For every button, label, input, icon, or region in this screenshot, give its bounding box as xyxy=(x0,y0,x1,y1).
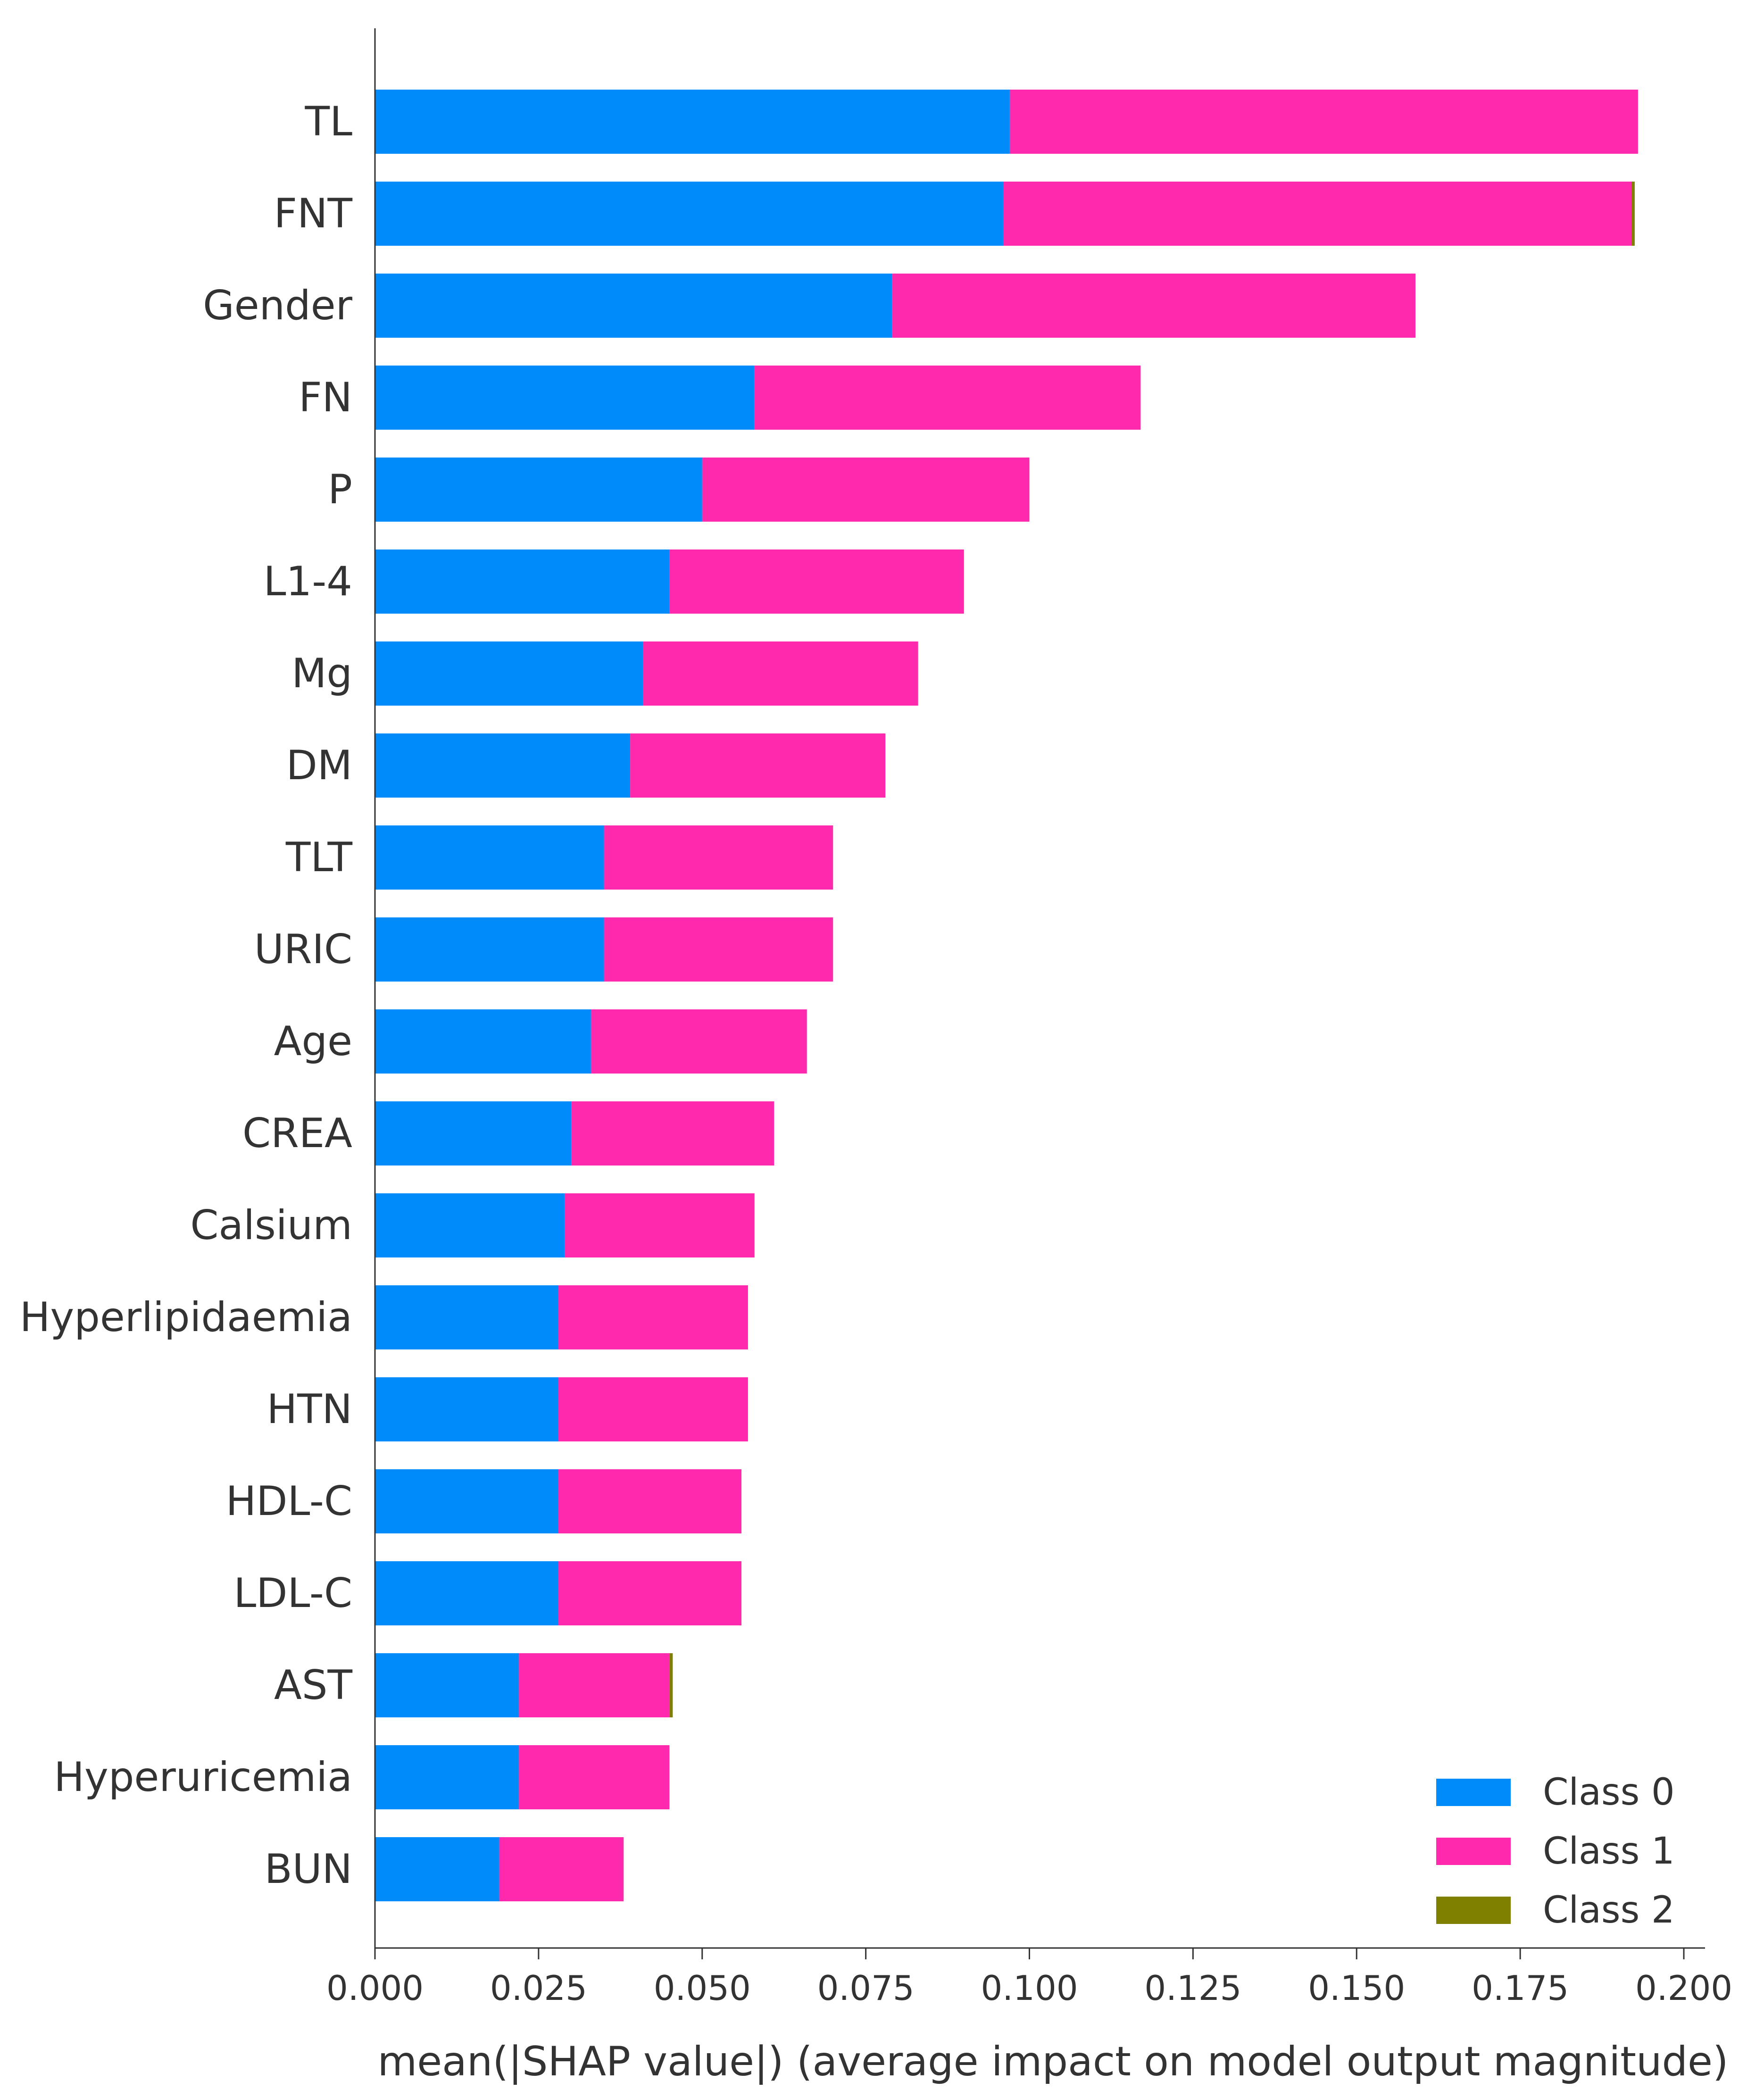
bar-fnt-class-1 xyxy=(1003,182,1631,246)
x-tick-label: 0.100 xyxy=(981,1968,1078,2008)
y-tick-label: P xyxy=(328,466,352,513)
bar-ldl-c-class-1 xyxy=(558,1561,741,1625)
bar-tlt-class-0 xyxy=(375,825,604,890)
x-tick-label: 0.200 xyxy=(1635,1968,1732,2008)
bar-ast-class-1 xyxy=(519,1653,670,1717)
bars-layer xyxy=(375,90,1638,1901)
bar-calsium-class-0 xyxy=(375,1193,565,1257)
y-tick-label: TL xyxy=(305,98,353,145)
y-tick-label: FN xyxy=(299,374,352,421)
y-tick-label: AST xyxy=(274,1662,352,1709)
bar-calsium-class-1 xyxy=(565,1193,755,1257)
legend-label-class-2: Class 2 xyxy=(1543,1889,1675,1931)
y-tick-label: L1-4 xyxy=(264,558,352,605)
y-tick-label: Hyperuricemia xyxy=(54,1754,352,1801)
y-tick-label: URIC xyxy=(254,926,352,973)
bar-htn-class-0 xyxy=(375,1377,558,1441)
y-tick-label: DM xyxy=(286,742,352,789)
bar-bun-class-1 xyxy=(499,1837,624,1901)
x-tick-label: 0.000 xyxy=(326,1968,424,2008)
bar-crea-class-1 xyxy=(571,1101,774,1166)
x-tick-label: 0.025 xyxy=(490,1968,587,2008)
bar-fnt-class-2 xyxy=(1631,182,1635,246)
bar-bun-class-0 xyxy=(375,1837,499,1901)
bar-dm-class-0 xyxy=(375,733,631,798)
y-axis-labels: TL FNT Gender FN P L1-4 Mg DM TLT URIC Age CREA Cals… xyxy=(20,98,353,1893)
bar-crea-class-0 xyxy=(375,1101,572,1166)
y-tick-label: Mg xyxy=(291,650,352,697)
x-tick-label: 0.050 xyxy=(654,1968,751,2008)
legend-label-class-0: Class 0 xyxy=(1543,1771,1675,1814)
bar-fnt-class-0 xyxy=(375,182,1003,246)
bar-ldl-c-class-0 xyxy=(375,1561,558,1625)
axes xyxy=(374,28,1705,1949)
bar-htn-class-1 xyxy=(558,1377,748,1441)
x-tick-label: 0.150 xyxy=(1308,1968,1405,2008)
bar-ast-class-2 xyxy=(669,1653,673,1717)
y-tick-label: Hyperlipidaemia xyxy=(20,1294,352,1341)
legend-swatch-class-1 xyxy=(1436,1838,1511,1865)
legend-swatch-class-0 xyxy=(1436,1779,1511,1806)
bar-fn-class-1 xyxy=(754,366,1141,430)
y-tick-label: TLT xyxy=(285,834,353,881)
x-tick-label: 0.075 xyxy=(817,1968,915,2008)
bar-hyperlipidaemia-class-1 xyxy=(558,1285,748,1349)
bar-l1-4-class-1 xyxy=(669,549,964,614)
y-tick-label: Calsium xyxy=(190,1202,352,1249)
bar-dm-class-1 xyxy=(630,733,886,798)
y-tick-label: Age xyxy=(274,1018,352,1065)
bar-tl-class-1 xyxy=(1009,90,1638,154)
x-axis-label: mean(|SHAP value|) (average impact on mo… xyxy=(377,2038,1728,2085)
bar-hdl-c-class-0 xyxy=(375,1469,558,1533)
bar-gender-class-0 xyxy=(375,274,892,338)
bar-uric-class-1 xyxy=(604,917,833,982)
bar-hdl-c-class-1 xyxy=(558,1469,741,1533)
bar-gender-class-1 xyxy=(892,274,1416,338)
y-tick-label: HTN xyxy=(266,1386,352,1433)
x-tick-label: 0.175 xyxy=(1472,1968,1569,2008)
bar-mg-class-0 xyxy=(375,641,643,706)
legend: Class 0 Class 1 Class 2 xyxy=(1436,1771,1675,1931)
y-tick-label: BUN xyxy=(265,1846,352,1893)
bar-ast-class-0 xyxy=(375,1653,519,1717)
x-tick-label: 0.125 xyxy=(1144,1968,1241,2008)
bar-hyperuricemia-class-0 xyxy=(375,1745,519,1809)
legend-label-class-1: Class 1 xyxy=(1543,1830,1675,1873)
bar-tlt-class-1 xyxy=(604,825,833,890)
legend-swatch-class-2 xyxy=(1436,1897,1511,1924)
bar-hyperlipidaemia-class-0 xyxy=(375,1285,558,1349)
bar-p-class-1 xyxy=(702,458,1030,522)
y-tick-label: HDL-C xyxy=(226,1478,352,1525)
bar-mg-class-1 xyxy=(643,641,918,706)
bar-fn-class-0 xyxy=(375,366,755,430)
bar-l1-4-class-0 xyxy=(375,549,670,614)
bar-hyperuricemia-class-1 xyxy=(519,1745,670,1809)
bar-age-class-1 xyxy=(591,1009,807,1074)
bar-uric-class-0 xyxy=(375,917,604,982)
bar-tl-class-0 xyxy=(375,90,1010,154)
y-tick-label: FNT xyxy=(274,190,353,237)
y-tick-label: CREA xyxy=(242,1110,352,1157)
y-tick-label: Gender xyxy=(203,282,353,329)
x-axis-ticks: 0.000 0.025 0.050 0.075 0.100 0.125 0.150 0.175… xyxy=(326,1948,1732,2008)
bar-age-class-0 xyxy=(375,1009,591,1074)
bar-p-class-0 xyxy=(375,458,702,522)
y-tick-label: LDL-C xyxy=(233,1570,352,1617)
